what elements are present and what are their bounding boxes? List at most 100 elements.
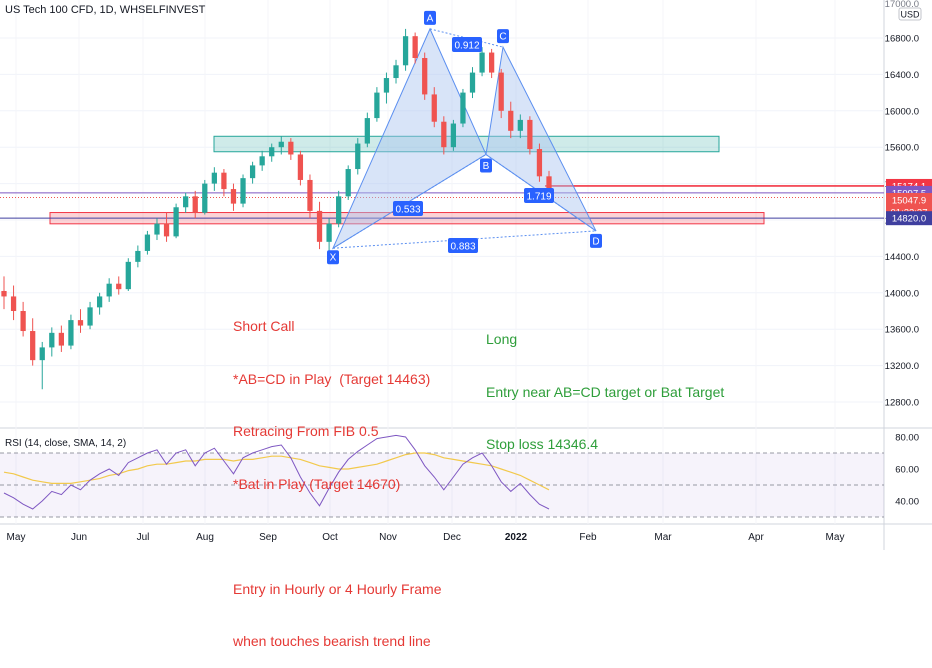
price-badge-label: 14820.0 [892, 214, 926, 225]
pattern-point-badge [424, 10, 436, 25]
candle-body [469, 72, 476, 93]
x-tick-label: Jun [71, 532, 87, 543]
candle-body [1, 290, 7, 297]
candle-body [68, 320, 74, 346]
x-tick-label: Mar [654, 532, 672, 543]
y-tick-label: 16800.0 [885, 34, 919, 45]
short-call-note: Short Call *AB=CD in Play (Target 14463)… [233, 283, 442, 668]
y-tick-label: 16000.0 [885, 106, 919, 117]
candle-body [249, 165, 256, 179]
candle-body [316, 210, 323, 242]
ratio-label: 0.533 [395, 205, 420, 216]
long-note: Long Entry near AB=CD target or Bat Targ… [486, 296, 724, 471]
pattern-point-label: A [427, 13, 434, 24]
candle-body [508, 110, 514, 131]
pattern-point-badge [497, 29, 509, 44]
candle-body [412, 36, 418, 59]
candle-body [527, 119, 533, 150]
ratio-label: 1.719 [526, 192, 551, 203]
candle-body [106, 283, 112, 297]
candle-body [297, 154, 304, 180]
candle-body [288, 141, 294, 155]
rsi-tick-label: 40.00 [895, 497, 919, 508]
candle-body [546, 176, 552, 198]
candle-body [259, 156, 265, 166]
note-line: *Bat in Play (Target 14670) [233, 475, 401, 492]
candle-body [336, 196, 342, 224]
candle-body [364, 118, 370, 144]
candle-body [202, 183, 208, 213]
ratio-badge [452, 37, 482, 52]
x-tick-label: Dec [443, 532, 461, 543]
candle-body [154, 223, 160, 235]
candle-body [230, 189, 237, 204]
y-tick-label: 17000.0 [885, 0, 919, 10]
ratio-badge [524, 188, 554, 203]
price-badge [886, 193, 932, 207]
candle-body [374, 92, 380, 119]
x-tick-label: Nov [379, 532, 397, 543]
x-tick-label: Aug [196, 532, 214, 543]
candle-body [517, 119, 523, 131]
x-tick-label: Sep [259, 532, 277, 543]
note-line: Entry in Hourly or 4 Hourly Frame [233, 580, 442, 597]
candle-body [125, 261, 131, 290]
candle-body [135, 250, 141, 262]
pattern-point-badge [327, 250, 339, 265]
y-tick-label: 14000.0 [885, 288, 919, 299]
note-line: *AB=CD in Play (Target 14463) [233, 370, 431, 387]
candle-body [326, 223, 332, 242]
price-badge [886, 211, 932, 226]
candle-body [393, 65, 399, 79]
candle-body [20, 311, 26, 332]
candle-body [39, 347, 45, 361]
currency-badge [898, 7, 922, 21]
x-tick-label: Oct [322, 532, 338, 543]
ratio-badge [448, 238, 478, 253]
chart-title: US Tech 100 CFD, 1D, WHSELFINVEST [5, 4, 206, 16]
rsi-tick-label: 60.00 [895, 465, 919, 476]
ratio-badge [393, 201, 423, 216]
candle-body [460, 92, 466, 124]
note-line: Entry near AB=CD target or Bat Target [486, 383, 725, 400]
candle-body [479, 52, 485, 73]
candle-body [87, 307, 93, 326]
candle-body [77, 320, 84, 326]
rsi-tick-label: 80.00 [895, 433, 919, 444]
candle-body [173, 207, 179, 237]
y-tick-label: 13600.0 [885, 325, 919, 336]
price-badge-label: 15047.9 [892, 196, 926, 207]
support-zone [213, 135, 720, 153]
candle-body [116, 283, 122, 290]
candle-body [192, 196, 198, 213]
note-line [233, 528, 442, 546]
note-line: Retracing From FIB 0.5 [233, 423, 379, 439]
note-line: Stop loss 14346.4 [486, 436, 599, 452]
price-chart[interactable]: 16800.016400.016000.015600.015200.014800… [0, 0, 932, 550]
candle-body [536, 149, 543, 177]
rsi-title: RSI (14, close, SMA, 14, 2) [5, 438, 127, 449]
pattern-point-label: B [483, 161, 490, 172]
candle-body [345, 169, 351, 197]
pattern-point-label: X [330, 253, 337, 264]
y-tick-label: 14400.0 [885, 252, 919, 263]
pattern-point-label: D [592, 236, 599, 247]
x-tick-label: May [826, 532, 845, 543]
rsi-line [3, 434, 550, 510]
x-tick-label: Apr [748, 532, 764, 543]
y-tick-label: 13200.0 [885, 361, 919, 372]
candle-body [30, 331, 36, 361]
x-tick-label: May [7, 532, 26, 543]
candle-body [422, 58, 428, 95]
candle-body [96, 296, 103, 308]
candle-body [58, 332, 64, 346]
candle-body [10, 296, 17, 311]
candle-body [383, 78, 390, 93]
candle-body [211, 172, 217, 184]
rsi-sma-line [3, 452, 550, 491]
pattern-point-badge [590, 233, 602, 248]
pattern-point-label: C [499, 32, 506, 43]
candle-body [183, 196, 189, 208]
candle-body [355, 143, 361, 170]
y-tick-label: 16400.0 [885, 70, 919, 81]
